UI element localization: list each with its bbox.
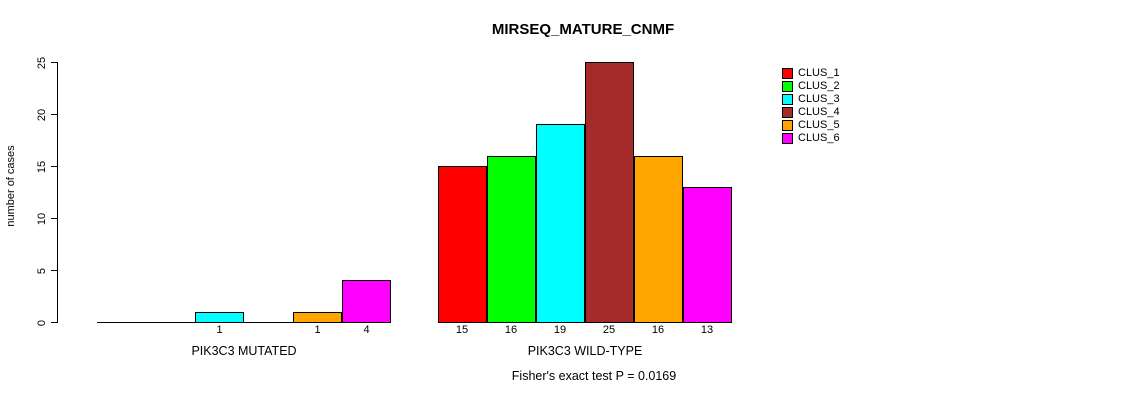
y-axis-tick-label: 5 bbox=[36, 267, 48, 274]
bar-value-label: 1 bbox=[216, 324, 223, 336]
bar-clus_5-mutated bbox=[293, 312, 342, 323]
y-axis-tick bbox=[51, 166, 57, 167]
legend-label: CLUS_3 bbox=[798, 93, 840, 105]
y-axis-tick bbox=[51, 270, 57, 271]
bar-clus_5-wild-type bbox=[633, 156, 683, 323]
y-axis-tick bbox=[51, 62, 57, 63]
group-label-pik3c3-mutated: PIK3C3 MUTATED bbox=[191, 344, 297, 358]
y-axis-line bbox=[57, 62, 58, 323]
bar-clus_2-wild-type bbox=[486, 156, 536, 323]
y-axis-tick-label: 25 bbox=[36, 56, 48, 69]
bar-clus_3-mutated bbox=[195, 312, 244, 323]
legend-label: CLUS_1 bbox=[798, 67, 840, 79]
y-axis-tick-label: 0 bbox=[36, 319, 48, 326]
legend-item: CLUS_2 bbox=[782, 80, 840, 93]
legend: CLUS_1 CLUS_2 CLUS_3 CLUS_4 CLUS_5 CLUS_6 bbox=[782, 67, 840, 145]
y-axis-tick-label: 10 bbox=[36, 212, 48, 225]
y-axis-tick bbox=[51, 322, 57, 323]
legend-item: CLUS_4 bbox=[782, 106, 840, 119]
legend-color-swatch-icon bbox=[782, 107, 793, 118]
bar-clus_3-wild-type bbox=[535, 124, 585, 323]
bar-clus_1-wild-type bbox=[437, 166, 487, 323]
bar-value-label: 19 bbox=[553, 324, 567, 336]
legend-label: CLUS_4 bbox=[798, 106, 840, 118]
y-axis-tick bbox=[51, 114, 57, 115]
legend-label: CLUS_6 bbox=[798, 132, 840, 144]
bar-clus_6-wild-type bbox=[682, 187, 732, 323]
bar-clus_6-mutated bbox=[342, 280, 391, 323]
bar-value-label: 1 bbox=[314, 324, 321, 336]
y-axis-title: number of cases bbox=[5, 145, 17, 227]
bar-value-label: 16 bbox=[504, 324, 518, 336]
x-axis-baseline bbox=[97, 322, 391, 323]
legend-color-swatch-icon bbox=[782, 68, 793, 79]
legend-color-swatch-icon bbox=[782, 133, 793, 144]
bar-value-label: 13 bbox=[700, 324, 714, 336]
legend-label: CLUS_2 bbox=[798, 80, 840, 92]
legend-item: CLUS_1 bbox=[782, 67, 840, 80]
chart-title: MIRSEQ_MATURE_CNMF bbox=[491, 21, 675, 38]
y-axis-tick-label: 15 bbox=[36, 160, 48, 173]
legend-color-swatch-icon bbox=[782, 120, 793, 131]
y-axis-tick bbox=[51, 218, 57, 219]
y-axis-tick-label: 20 bbox=[36, 108, 48, 121]
legend-label: CLUS_5 bbox=[798, 119, 840, 131]
legend-color-swatch-icon bbox=[782, 81, 793, 92]
bar-value-label: 16 bbox=[651, 324, 665, 336]
legend-color-swatch-icon bbox=[782, 94, 793, 105]
legend-item: CLUS_3 bbox=[782, 93, 840, 106]
fisher-exact-test-annotation: Fisher's exact test P = 0.0169 bbox=[511, 369, 677, 383]
legend-item: CLUS_6 bbox=[782, 132, 840, 145]
bar-value-label: 25 bbox=[602, 324, 616, 336]
bar-clus_4-wild-type bbox=[584, 62, 634, 323]
bar-value-label: 4 bbox=[363, 324, 370, 336]
group-label-pik3c3-wild-type: PIK3C3 WILD-TYPE bbox=[527, 344, 643, 358]
bar-value-label: 15 bbox=[455, 324, 469, 336]
legend-item: CLUS_5 bbox=[782, 119, 840, 132]
